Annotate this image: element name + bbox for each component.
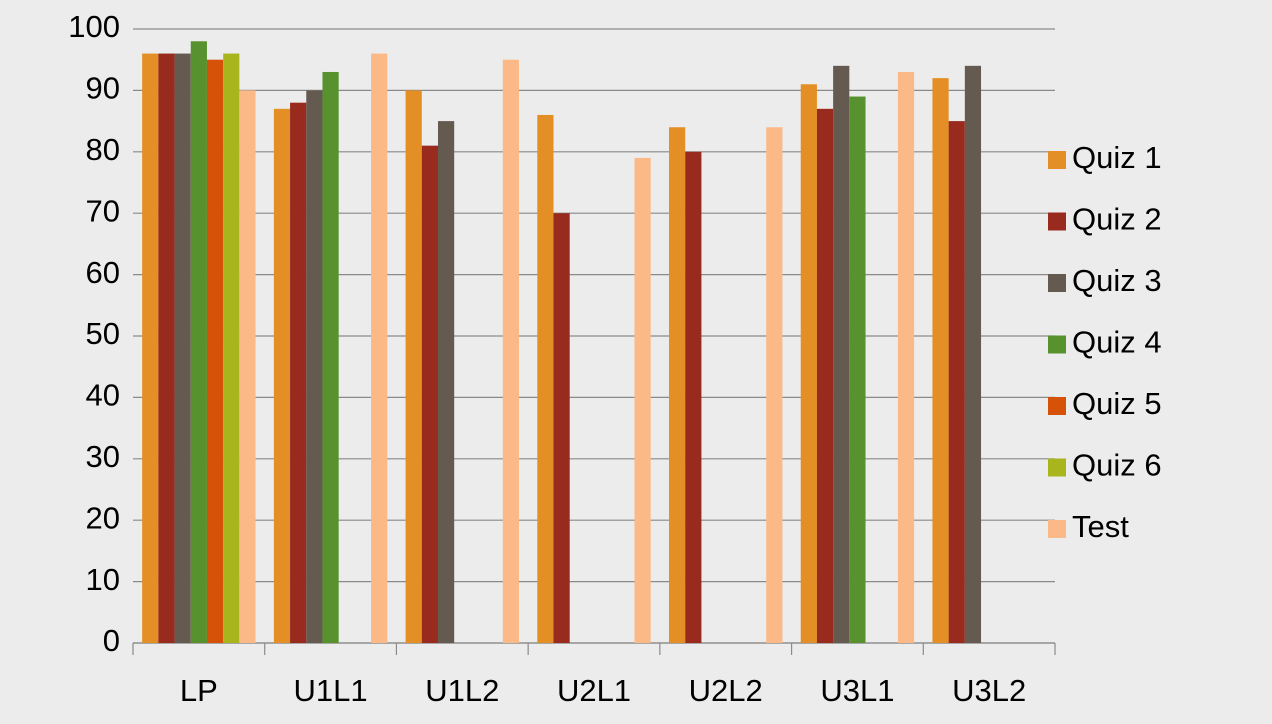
bar bbox=[174, 53, 191, 644]
x-tick-label: LP bbox=[180, 673, 218, 708]
x-tick-label: U1L2 bbox=[425, 673, 499, 708]
bar bbox=[964, 65, 982, 644]
bar bbox=[897, 71, 915, 644]
bar bbox=[142, 53, 159, 644]
legend-label: Quiz 4 bbox=[1072, 325, 1162, 360]
legend-label: Quiz 1 bbox=[1072, 140, 1162, 175]
bar bbox=[190, 41, 207, 643]
bar bbox=[273, 108, 291, 643]
legend-label: Quiz 3 bbox=[1072, 263, 1162, 298]
y-tick-label: 80 bbox=[86, 132, 120, 167]
y-tick-label: 70 bbox=[86, 193, 120, 228]
bar bbox=[553, 213, 570, 643]
bar bbox=[849, 96, 866, 644]
bar bbox=[833, 65, 850, 644]
y-tick-label: 20 bbox=[86, 500, 120, 535]
x-tick-label: U3L1 bbox=[820, 673, 894, 708]
bar bbox=[322, 71, 339, 644]
y-tick-label: 10 bbox=[86, 562, 120, 597]
bar bbox=[206, 59, 224, 643]
legend-label: Quiz 6 bbox=[1072, 448, 1162, 483]
bar bbox=[634, 157, 651, 643]
bar bbox=[306, 90, 323, 643]
x-tick-label: U2L2 bbox=[689, 673, 763, 708]
y-tick-label: 60 bbox=[86, 255, 120, 290]
y-tick-label: 40 bbox=[86, 378, 120, 413]
bar bbox=[405, 90, 422, 643]
bar bbox=[371, 53, 388, 644]
bar bbox=[816, 108, 834, 643]
legend-swatch bbox=[1048, 335, 1066, 354]
legend-label: Quiz 2 bbox=[1072, 202, 1162, 237]
y-tick-label: 0 bbox=[103, 623, 120, 658]
legend-swatch bbox=[1048, 520, 1066, 538]
bar bbox=[537, 114, 554, 643]
bar bbox=[437, 121, 455, 644]
bar bbox=[239, 90, 256, 643]
legend-swatch bbox=[1048, 151, 1066, 169]
legend-label: Quiz 5 bbox=[1072, 386, 1162, 421]
bar bbox=[290, 102, 307, 644]
y-tick-label: 90 bbox=[86, 71, 120, 106]
x-tick-label: U2L1 bbox=[557, 673, 631, 708]
legend-swatch bbox=[1048, 274, 1066, 292]
y-tick-label: 100 bbox=[68, 9, 120, 44]
legend-label: Test bbox=[1072, 509, 1129, 544]
y-tick-label: 50 bbox=[86, 316, 120, 351]
x-tick-label: U3L2 bbox=[952, 673, 1026, 708]
bar bbox=[421, 145, 438, 643]
bar bbox=[766, 127, 783, 644]
bar bbox=[223, 53, 240, 644]
legend-swatch bbox=[1048, 212, 1066, 231]
bar bbox=[685, 151, 702, 644]
bar bbox=[932, 78, 949, 644]
bar bbox=[948, 121, 965, 644]
bar bbox=[800, 84, 817, 643]
y-tick-label: 30 bbox=[86, 439, 120, 474]
bar bbox=[669, 127, 686, 644]
legend-swatch bbox=[1048, 397, 1066, 415]
x-tick-label: U1L1 bbox=[294, 673, 368, 708]
bar bbox=[158, 53, 175, 644]
legend-swatch bbox=[1048, 458, 1066, 477]
bar bbox=[502, 59, 519, 643]
